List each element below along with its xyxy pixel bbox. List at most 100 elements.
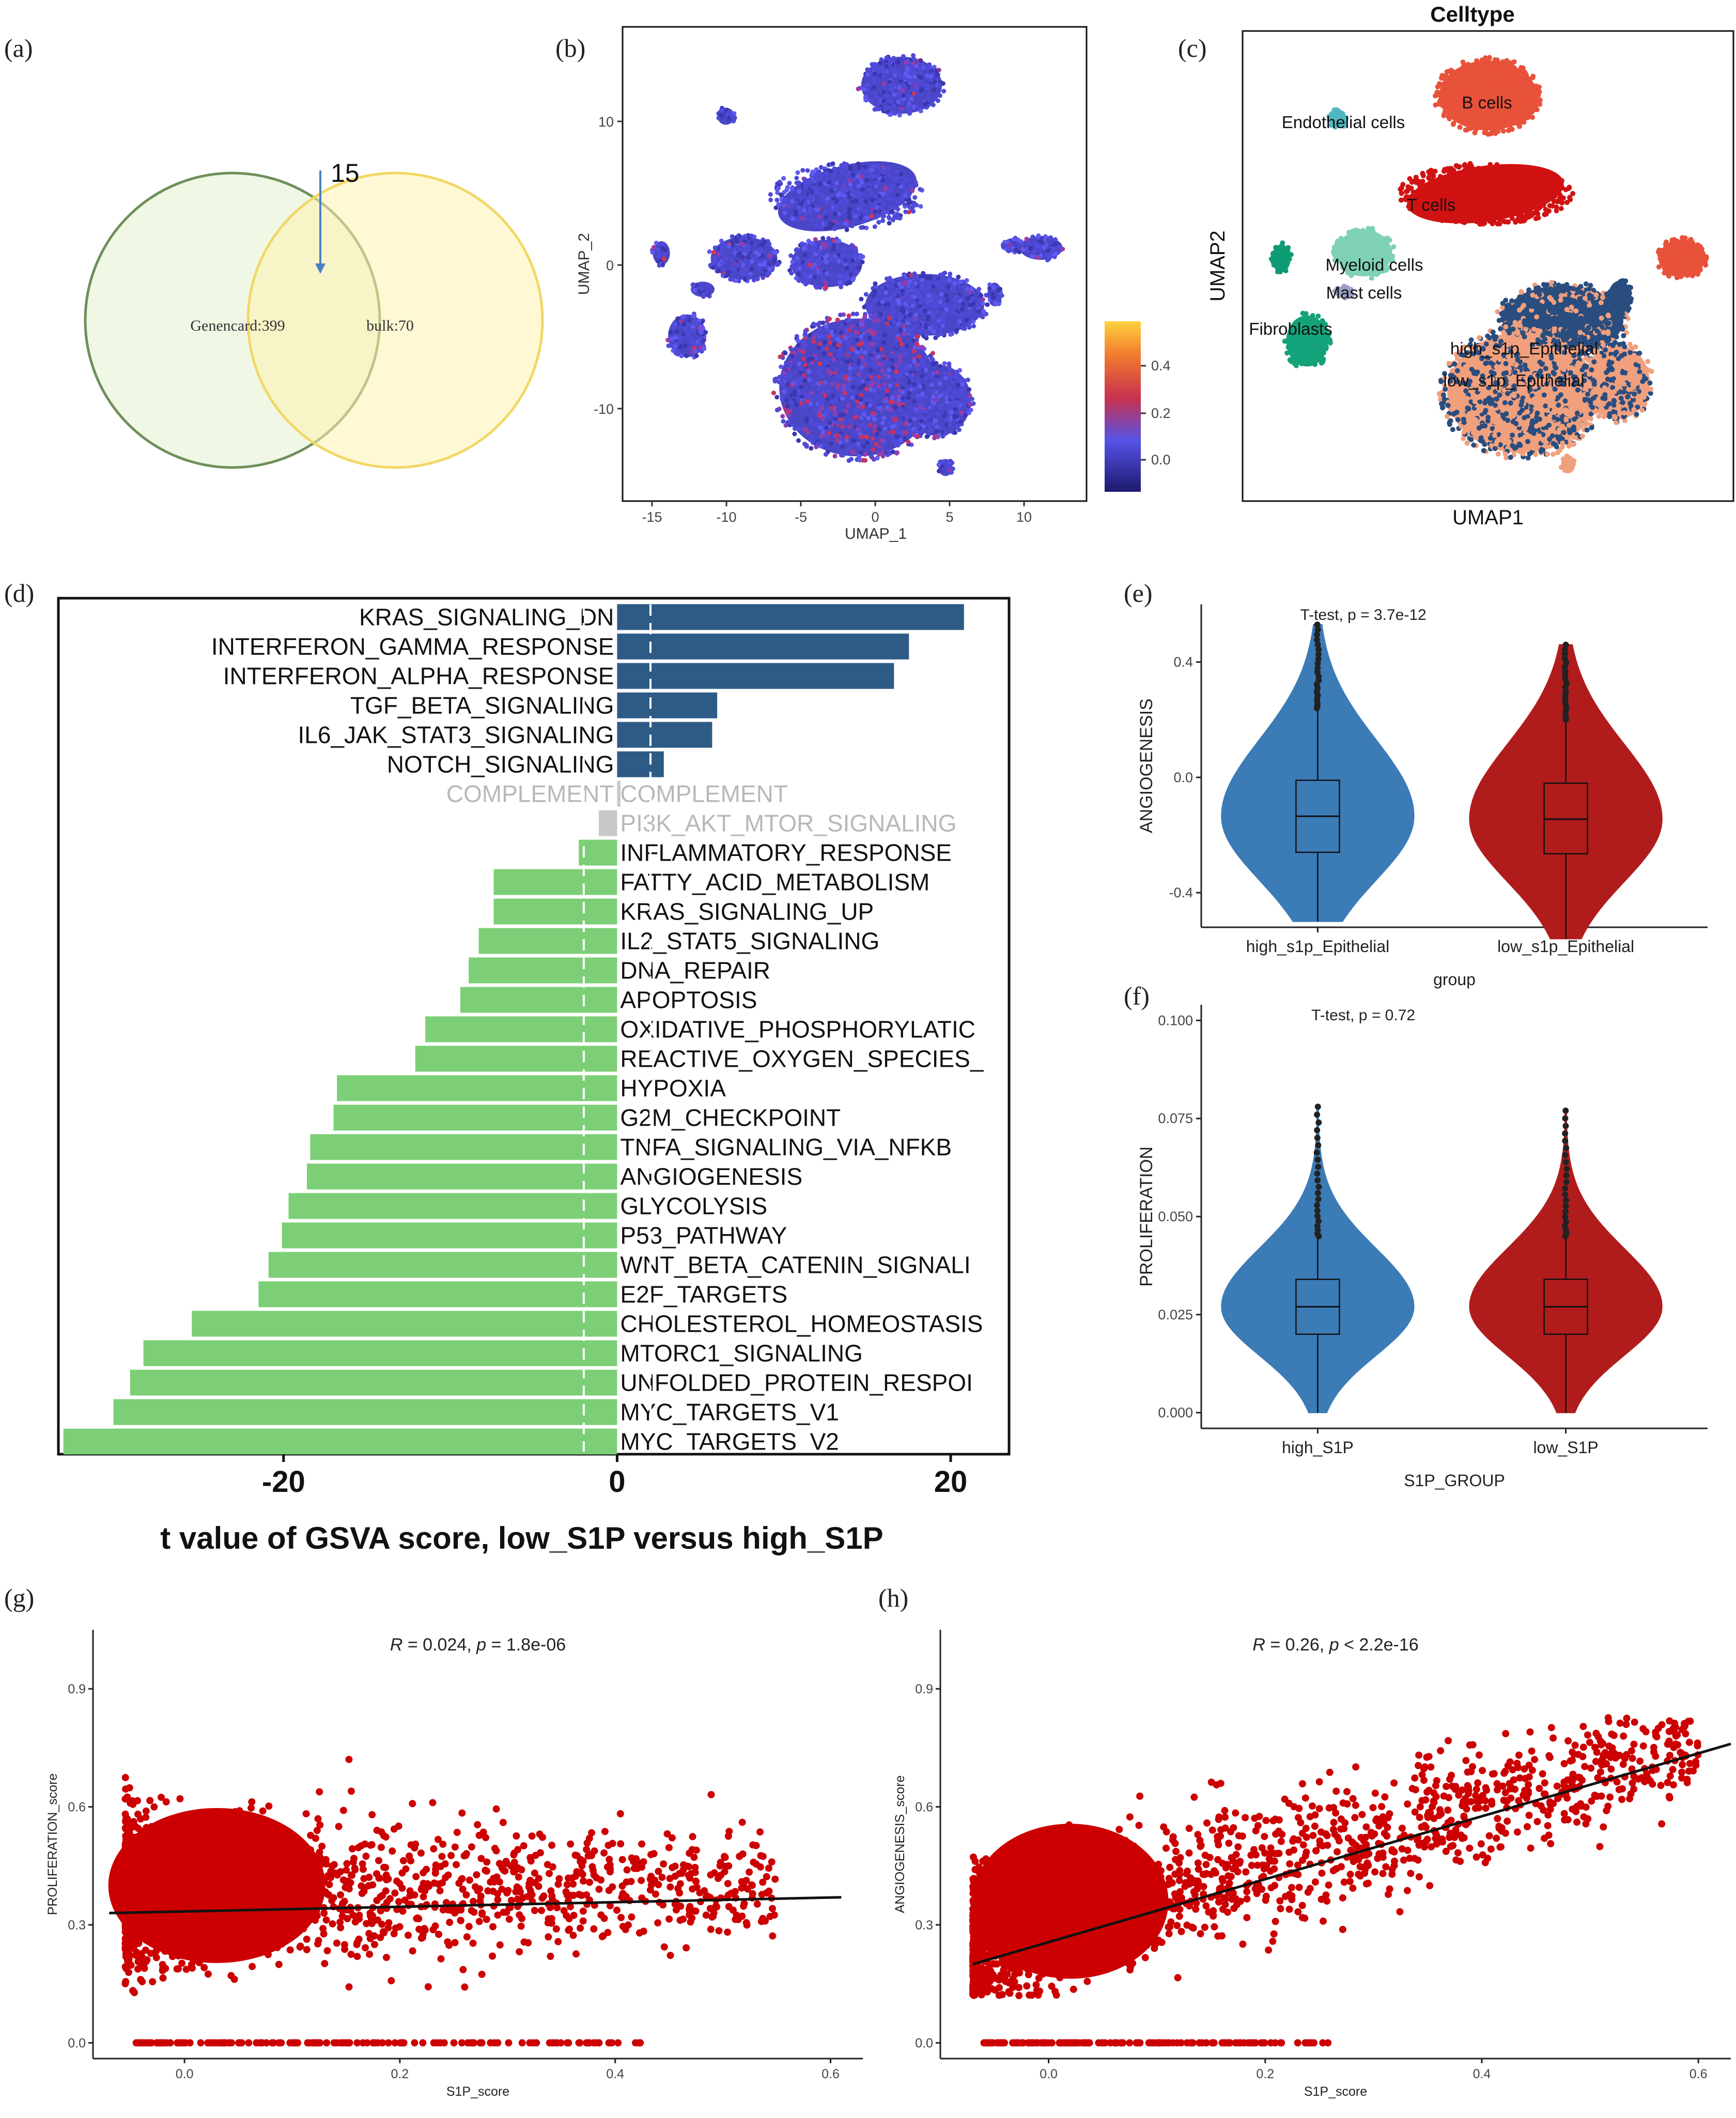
- umap-b-point: [904, 104, 909, 109]
- umap-c-point: [1528, 169, 1533, 175]
- umap-b-point: [827, 431, 832, 435]
- umap-b-point: [853, 407, 858, 412]
- umap-c-point: [1492, 194, 1497, 200]
- umap-c-point: [1544, 282, 1550, 288]
- umap-b-point: [899, 75, 904, 80]
- umap-b-point: [869, 304, 874, 309]
- umap-b-point: [789, 186, 795, 191]
- umap-b-point: [900, 390, 905, 395]
- umap-b-cluster: [707, 233, 782, 284]
- umap-b-point: [858, 446, 863, 451]
- umap-b-point: [786, 381, 791, 386]
- umap-b-point: [892, 92, 897, 97]
- umap-b-point: [929, 382, 934, 387]
- umap-c-point: [1409, 179, 1415, 185]
- umap-c-point: [1319, 360, 1324, 366]
- umap-b-point: [776, 186, 781, 191]
- umap-b-point: [1053, 237, 1058, 242]
- umap-c-point: [1428, 167, 1434, 173]
- umap-b-point: [830, 222, 835, 227]
- umap-b-point: [824, 271, 829, 276]
- umap-c-point: [1524, 82, 1529, 87]
- umap-b-point: [865, 440, 870, 445]
- umap-b-point: [824, 259, 829, 264]
- umap-b-point: [933, 418, 938, 423]
- umap-c-point: [1509, 298, 1514, 304]
- umap-b-point: [942, 413, 947, 418]
- umap-b-point: [902, 327, 907, 332]
- umap-b-point: [932, 79, 937, 84]
- umap-b-point: [859, 365, 864, 370]
- umap-b-point: [767, 267, 772, 272]
- umap-c-point: [1478, 186, 1484, 192]
- umap-b-point: [900, 368, 905, 373]
- umap-b-point: [879, 57, 884, 62]
- umap-b-point: [824, 226, 829, 231]
- umap-b-point: [857, 458, 862, 463]
- umap-b-point: [990, 295, 996, 300]
- umap-b-point: [970, 295, 975, 301]
- umap-b-point: [839, 330, 844, 335]
- umap-c-point: [1468, 185, 1474, 191]
- umap-b-point: [942, 371, 948, 376]
- umap-b-point: [840, 170, 845, 176]
- umap-b-point: [810, 434, 815, 439]
- umap-b-point: [922, 308, 927, 314]
- umap-c-point: [1497, 196, 1503, 202]
- umap-b-point: [891, 413, 896, 417]
- umap-b-point: [848, 272, 854, 277]
- umap-b-point: [977, 309, 982, 314]
- umap-c-point: [1427, 188, 1432, 193]
- umap-b-point: [952, 389, 957, 394]
- umap-c-point: [1530, 299, 1536, 304]
- umap-b-point: [759, 248, 764, 254]
- umap-b-point: [892, 111, 897, 116]
- umap-b-point: [916, 416, 921, 421]
- umap-b-point: [877, 60, 882, 66]
- umap-b-point: [859, 340, 864, 346]
- umap-b-point: [797, 266, 802, 271]
- umap-b-point: [907, 312, 912, 317]
- umap-b-point: [796, 272, 801, 277]
- umap-b-point: [926, 303, 931, 308]
- umap-b-point: [947, 277, 952, 283]
- umap-b-point: [890, 354, 895, 359]
- umap-c-point: [1381, 236, 1387, 242]
- umap-b-point: [872, 298, 877, 303]
- umap-c-point: [1411, 190, 1416, 195]
- umap-b-point: [838, 280, 842, 285]
- umap-b-point: [954, 312, 959, 317]
- umap-b-point: [918, 300, 923, 305]
- umap-c-point: [1695, 258, 1700, 263]
- umap-c-point: [1492, 57, 1498, 63]
- umap-c-point: [1468, 68, 1474, 74]
- umap-b-point: [1046, 236, 1051, 241]
- umap-b-point: [937, 406, 942, 411]
- umap-b-point: [919, 418, 924, 424]
- umap-c-point: [1280, 240, 1285, 246]
- umap-b-point: [779, 364, 783, 369]
- umap-b-point: [948, 423, 953, 428]
- umap-b-point: [872, 224, 877, 229]
- umap-b-point: [751, 277, 756, 283]
- umap-b-point: [864, 426, 869, 431]
- umap-b-point: [957, 319, 962, 324]
- umap-c-point: [1547, 181, 1553, 187]
- umap-b-point: [957, 378, 962, 383]
- umap-b-point: [954, 369, 959, 375]
- umap-b-point: [850, 258, 855, 263]
- umap-b-point: [827, 421, 832, 425]
- umap-b-point: [905, 287, 910, 292]
- umap-b-point: [862, 304, 867, 309]
- umap-b-point: [778, 354, 783, 360]
- umap-b-point: [931, 405, 936, 410]
- umap-b-point: [838, 440, 843, 445]
- umap-c-point: [1479, 79, 1485, 85]
- umap-b-point: [894, 375, 899, 379]
- umap-c-point: [1551, 451, 1556, 457]
- umap-c-point: [1558, 297, 1563, 303]
- umap-b-point: [942, 279, 948, 285]
- umap-c-point: [1681, 265, 1686, 271]
- umap-b-point: [891, 82, 896, 87]
- umap-b-point: [846, 342, 851, 348]
